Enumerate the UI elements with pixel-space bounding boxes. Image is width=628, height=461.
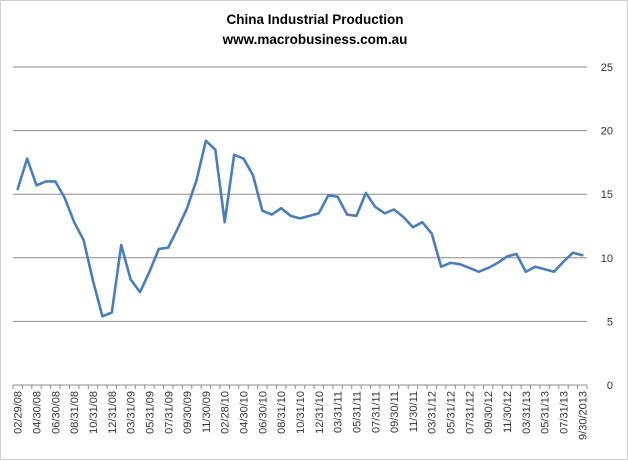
- x-tick-label: 07/31/09: [163, 391, 175, 434]
- y-tick-label: 0: [607, 380, 613, 392]
- chart-subtitle: www.macrobusiness.com.au: [222, 32, 408, 47]
- x-tick-label: 03/31/13: [521, 391, 533, 434]
- x-tick-label: 05/31/12: [446, 391, 458, 434]
- x-tick-label: 02/28/10: [220, 391, 232, 434]
- y-tick-label: 5: [607, 316, 613, 328]
- x-tick-label: 07/31/13: [558, 391, 570, 434]
- y-tick-label: 20: [601, 126, 613, 138]
- x-tick-label: 06/30/08: [50, 391, 62, 434]
- x-tick-label: 12/31/10: [314, 391, 326, 434]
- x-tick-label: 05/31/09: [144, 391, 156, 434]
- x-tick-label: 03/31/11: [333, 391, 345, 433]
- x-tick-label: 10/31/08: [88, 391, 100, 434]
- x-tick-label: 08/31/08: [69, 391, 81, 434]
- x-tick-label: 11/30/12: [502, 391, 514, 433]
- x-tick-label: 05/31/13: [540, 391, 552, 434]
- x-tick-label: 03/31/12: [427, 391, 439, 434]
- x-tick-label: 11/30/09: [201, 391, 213, 433]
- x-tick-label: 07/31/11: [370, 391, 382, 433]
- x-tick-label: 09/30/09: [182, 391, 194, 434]
- x-tick-label: 9/30/2013: [577, 391, 589, 440]
- chart-title: China Industrial Production: [226, 12, 404, 27]
- y-tick-label: 15: [601, 189, 613, 201]
- series-line: [16, 139, 584, 318]
- x-tick-label: 08/31/10: [276, 391, 288, 434]
- x-tick-label: 11/30/11: [408, 391, 420, 432]
- y-tick-label: 10: [601, 253, 613, 265]
- x-tick-label: 09/30/12: [483, 391, 495, 434]
- x-tick-label: 09/30/11: [389, 391, 401, 433]
- y-tick-label: 25: [601, 62, 613, 74]
- x-tick-label: 12/31/08: [107, 391, 119, 434]
- x-tick-label: 02/29/08: [13, 391, 25, 434]
- x-tick-label: 05/31/11: [351, 391, 363, 433]
- x-tick-label: 04/30/10: [239, 391, 251, 434]
- x-tick-label: 07/31/12: [464, 391, 476, 434]
- x-tick-label: 06/30/10: [257, 391, 269, 434]
- x-tick-label: 10/31/10: [295, 391, 307, 434]
- x-tick-label: 04/30/08: [32, 391, 44, 434]
- x-tick-label: 03/31/09: [126, 391, 138, 434]
